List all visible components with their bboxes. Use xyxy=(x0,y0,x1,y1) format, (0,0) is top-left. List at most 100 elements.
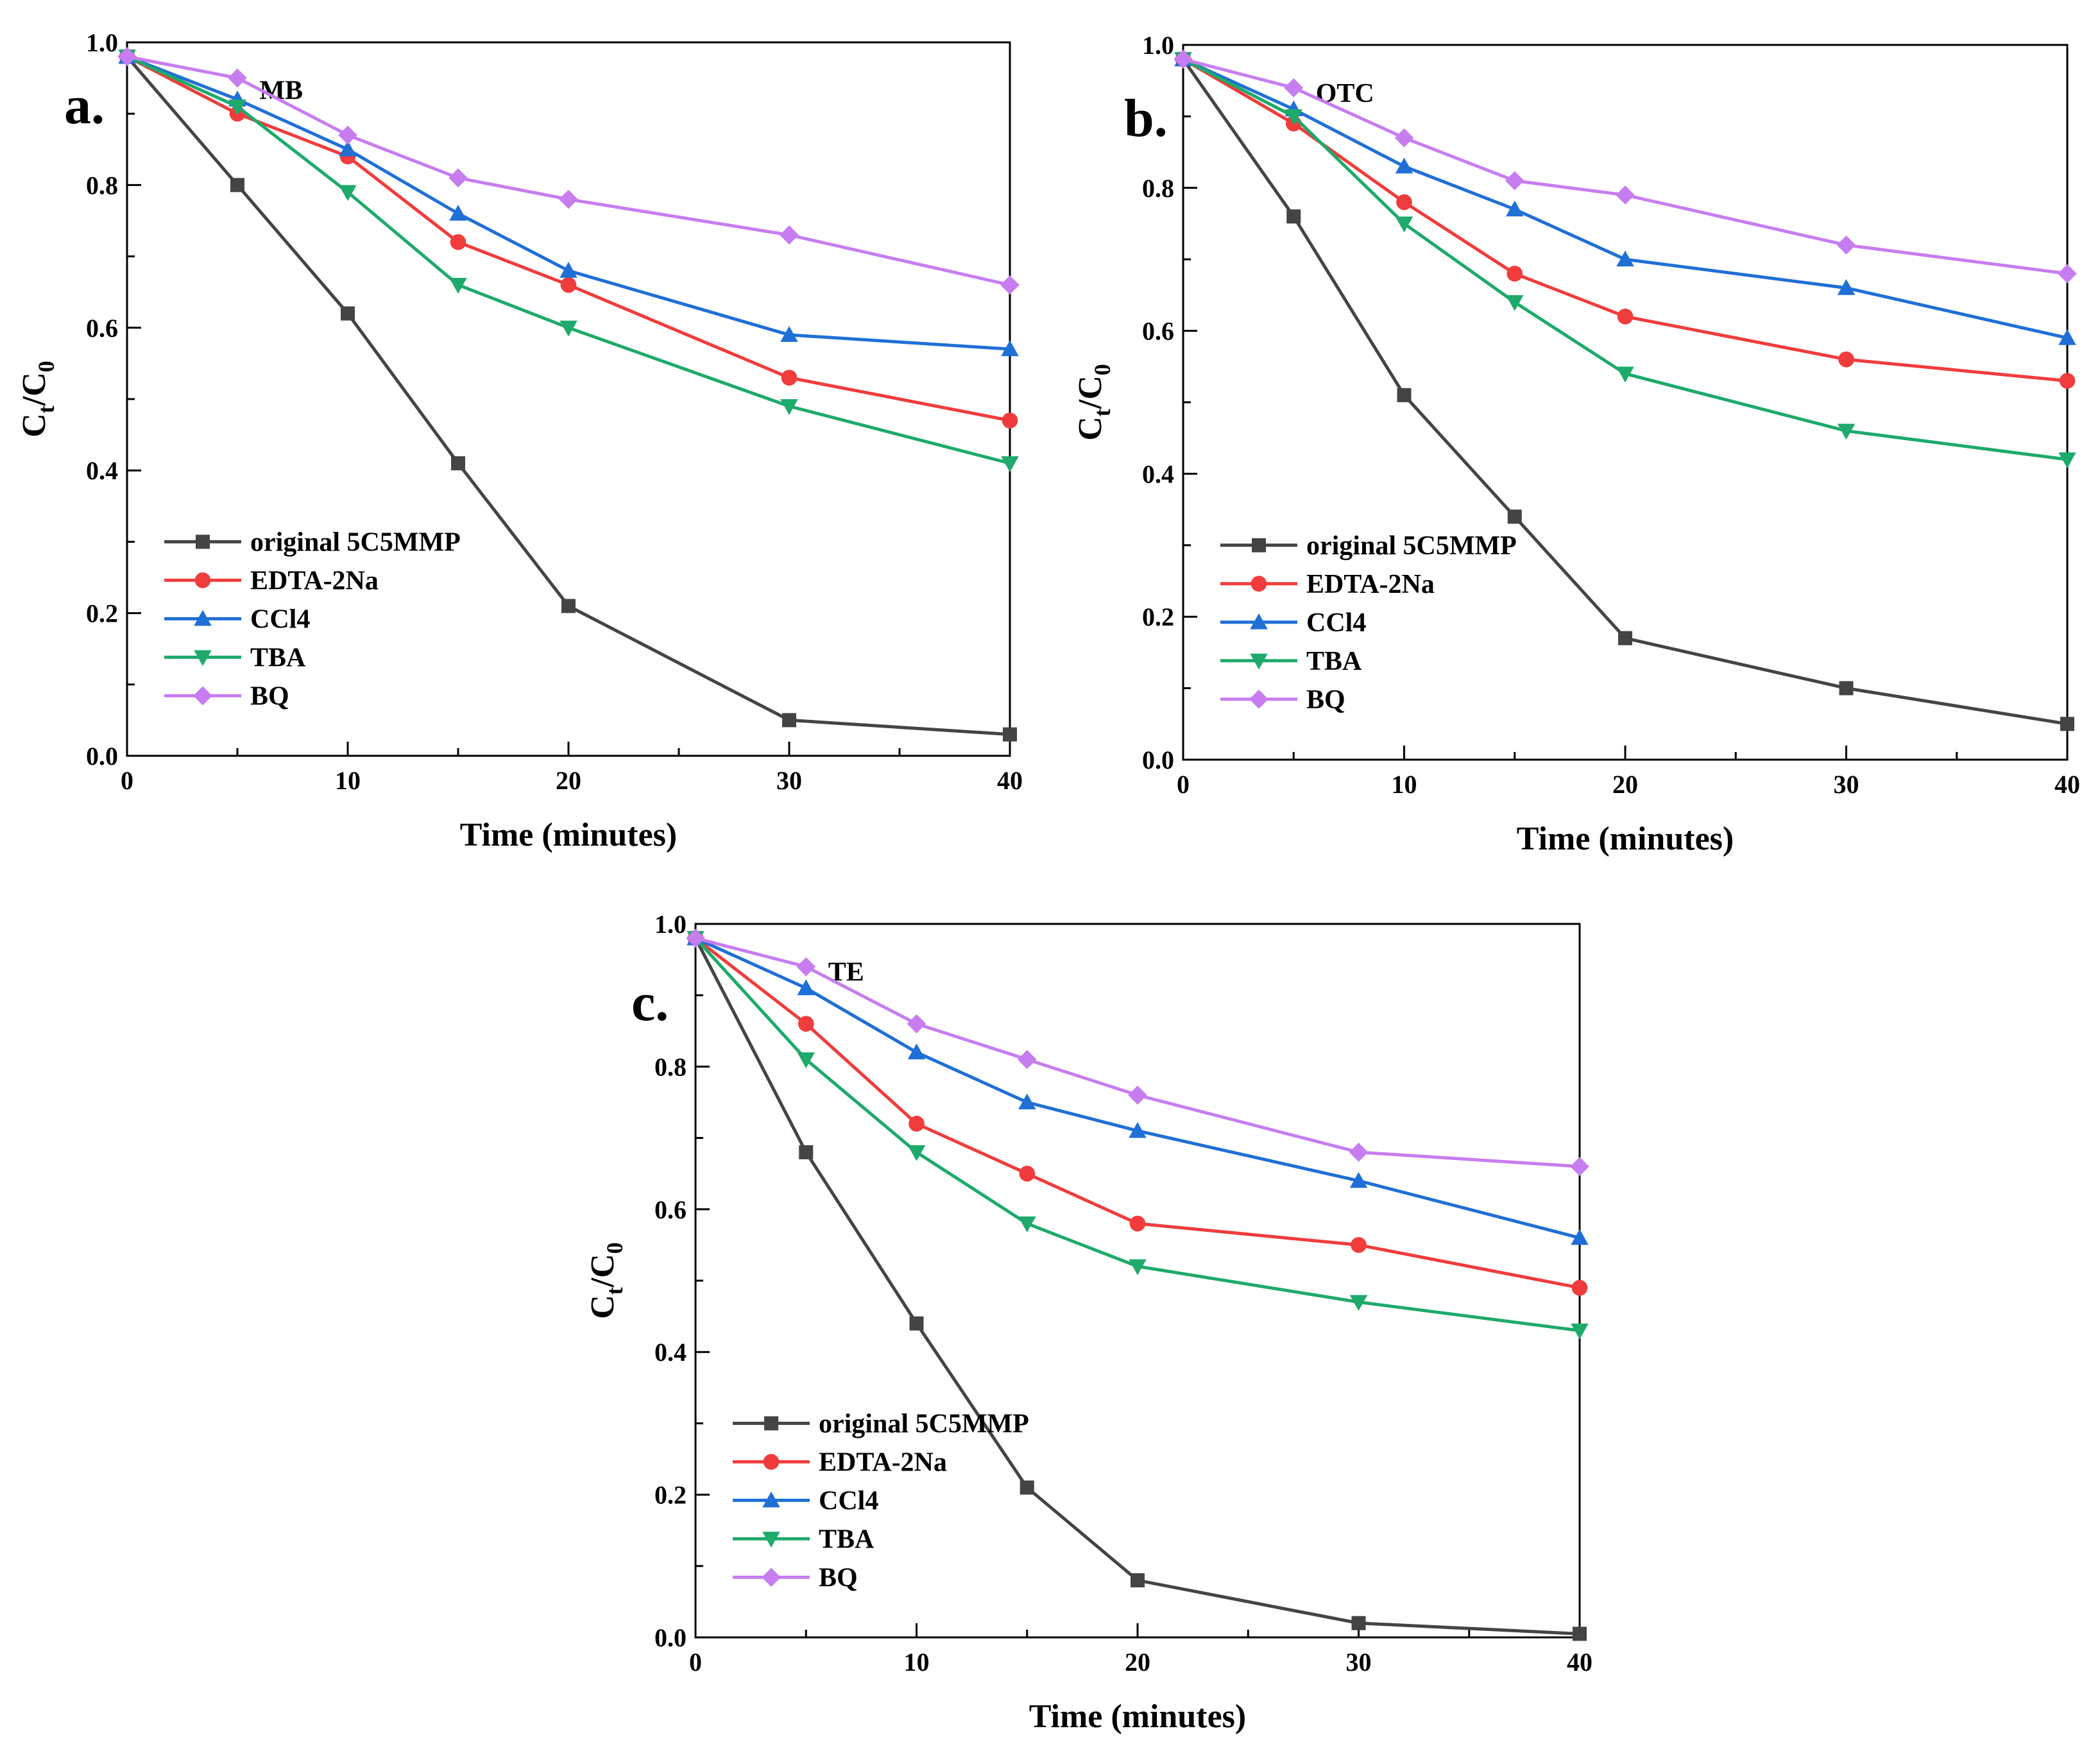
chart-panel-1: 0 10 20 30 40 0.0 0.2 0.4 0.6 0.8 1.0 Time (minutes… xyxy=(16,28,1023,853)
series-tba xyxy=(1174,52,2076,468)
data-point xyxy=(1570,1157,1589,1176)
data-point xyxy=(559,189,578,209)
data-point xyxy=(1397,388,1412,402)
legend-item: CCl4 xyxy=(1220,608,1366,638)
data-point xyxy=(339,141,357,157)
series-line xyxy=(126,55,1011,422)
data-point xyxy=(1618,631,1632,645)
data-point xyxy=(1616,250,1634,267)
data-point xyxy=(1507,266,1523,282)
data-point xyxy=(338,125,357,145)
data-point xyxy=(1838,351,1854,368)
data-point xyxy=(2058,452,2076,468)
y-tick-label: 0.6 xyxy=(1142,317,1174,346)
legend-marker xyxy=(1249,689,1268,709)
y-axis-title: Ct/C0 xyxy=(16,361,59,438)
data-point xyxy=(797,1052,815,1069)
y-axis-title-slash-c: /C xyxy=(16,372,53,406)
x-tick-label: 30 xyxy=(1834,770,1859,799)
data-point xyxy=(1000,275,1020,294)
x-tick-label: 30 xyxy=(1346,1648,1372,1677)
legend-label: TBA xyxy=(819,1524,875,1554)
data-point xyxy=(780,326,798,342)
data-point xyxy=(686,928,705,948)
y-tick-label: 0.2 xyxy=(86,599,118,628)
data-point xyxy=(341,306,355,321)
y-tick-label: 0.2 xyxy=(654,1481,687,1510)
legend-item: CCl4 xyxy=(164,604,310,634)
data-point xyxy=(561,599,576,613)
data-point xyxy=(1018,1093,1036,1109)
y-tick-label: 0.4 xyxy=(654,1338,687,1367)
legend-marker xyxy=(762,1491,780,1508)
y-tick-label: 0.2 xyxy=(1142,602,1174,631)
legend-marker xyxy=(1250,653,1268,670)
legend-marker xyxy=(1252,538,1266,552)
data-point xyxy=(1351,1237,1367,1253)
legend-label: EDTA-2Na xyxy=(250,566,379,595)
data-point xyxy=(2060,717,2074,731)
legend: original 5C5MMP EDTA-2Na CCl4 TBA BQ xyxy=(733,1409,1029,1592)
legend-label: original 5C5MMP xyxy=(250,527,461,557)
data-point xyxy=(451,456,465,471)
legend-marker xyxy=(194,610,212,626)
series-bq xyxy=(686,928,1589,1176)
x-tick-label: 40 xyxy=(1567,1648,1592,1677)
series-bq xyxy=(1174,49,2077,284)
data-point xyxy=(782,713,796,728)
data-point xyxy=(1349,1295,1368,1311)
x-tick-label: 20 xyxy=(1612,770,1638,799)
series-edta-2na xyxy=(1175,51,2076,389)
data-point xyxy=(907,1145,926,1161)
y-axis-title-slash-c: /C xyxy=(585,1254,621,1288)
data-point xyxy=(780,225,799,245)
data-point xyxy=(448,168,468,188)
data-point xyxy=(449,205,467,221)
y-axis-title-sub-t: t xyxy=(602,1287,627,1295)
panel-letter: b. xyxy=(1124,89,1168,148)
series-ccl4 xyxy=(687,929,1589,1245)
data-point xyxy=(1018,1216,1036,1233)
data-point xyxy=(797,979,815,996)
legend-label: EDTA-2Na xyxy=(819,1447,947,1477)
data-point xyxy=(1351,1616,1366,1630)
legend-item: TBA xyxy=(164,643,306,672)
data-point xyxy=(2059,373,2076,389)
legend-item: TBA xyxy=(733,1524,875,1554)
panel-letter: a. xyxy=(64,76,105,135)
series-bq xyxy=(117,47,1020,294)
x-tick-label: 20 xyxy=(556,766,581,795)
y-tick-label: 0.4 xyxy=(86,456,118,485)
legend-item: EDTA-2Na xyxy=(164,566,379,595)
data-point xyxy=(909,1316,924,1331)
panel-letter: c. xyxy=(631,973,669,1032)
legend-marker xyxy=(763,1454,780,1470)
data-point xyxy=(1001,456,1019,472)
legend-marker xyxy=(193,686,212,706)
legend-label: BQ xyxy=(1306,685,1345,715)
series-edta-2na xyxy=(687,930,1588,1296)
data-point xyxy=(1174,49,1193,69)
legend-item: EDTA-2Na xyxy=(733,1447,947,1477)
y-tick-label: 0.8 xyxy=(86,171,118,200)
legend-item: original 5C5MMP xyxy=(164,527,461,557)
data-point xyxy=(1839,681,1854,696)
y-tick-label: 0.8 xyxy=(1142,174,1174,203)
legend-item: EDTA-2Na xyxy=(1220,570,1435,599)
data-point xyxy=(449,278,467,294)
x-tick-label: 0 xyxy=(689,1648,702,1677)
data-point xyxy=(117,47,137,67)
legend-marker xyxy=(1250,613,1268,629)
series-line xyxy=(126,55,1011,465)
data-point xyxy=(1284,78,1304,98)
data-point xyxy=(1616,185,1635,205)
legend-label: CCl4 xyxy=(250,604,310,634)
legend-marker xyxy=(196,534,210,549)
data-point xyxy=(1349,1142,1369,1162)
data-point xyxy=(2058,264,2077,284)
data-point xyxy=(228,99,246,115)
x-tick-label: 20 xyxy=(1125,1648,1150,1677)
legend-label: BQ xyxy=(250,681,289,711)
chart-title: TE xyxy=(828,958,864,987)
